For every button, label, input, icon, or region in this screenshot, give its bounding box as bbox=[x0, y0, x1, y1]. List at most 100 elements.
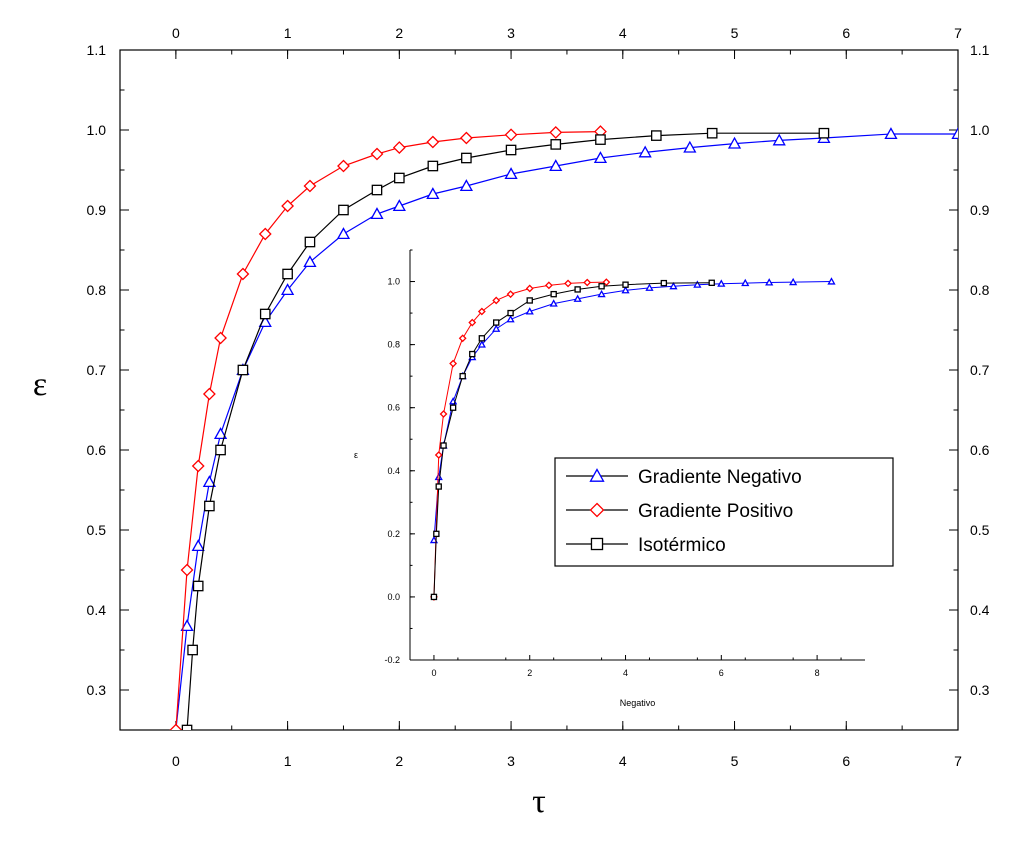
main-data-point bbox=[204, 500, 215, 512]
main-x-tick-label: 0 bbox=[172, 753, 180, 769]
inset-data-point bbox=[506, 290, 515, 299]
inset-x-axis-title: Negativo bbox=[620, 698, 656, 708]
main-data-point bbox=[304, 236, 316, 248]
inset-series-line bbox=[433, 281, 832, 541]
main-y-axis-title: ε bbox=[33, 366, 47, 403]
inset-data-point bbox=[708, 279, 715, 286]
inset-data-point bbox=[789, 277, 798, 286]
inset-data-point bbox=[598, 283, 605, 290]
legend-label: Isotérmico bbox=[638, 535, 726, 556]
main-data-point bbox=[392, 141, 406, 155]
main-right-y-tick-label: 1.1 bbox=[970, 42, 990, 58]
main-data-point bbox=[392, 199, 406, 212]
main-data-point bbox=[191, 539, 205, 552]
main-y-tick-label: 0.9 bbox=[87, 202, 107, 218]
inset-x-tick-label: 4 bbox=[623, 668, 628, 678]
inset-data-point bbox=[645, 283, 654, 291]
main-data-point bbox=[593, 151, 608, 164]
main-x-tick-label: 7 bbox=[954, 753, 962, 769]
inset-data-point bbox=[449, 404, 457, 411]
inset-data-point bbox=[583, 278, 592, 287]
main-data-point bbox=[504, 128, 518, 142]
main-x-tick-label: 6 bbox=[842, 753, 850, 769]
main-data-point bbox=[303, 255, 317, 268]
main-data-point bbox=[258, 227, 272, 241]
main-right-y-tick-label: 0.3 bbox=[970, 682, 990, 698]
inset-y-tick-label: -0.2 bbox=[384, 655, 400, 665]
main-top-x-tick-label: 4 bbox=[619, 25, 627, 41]
main-right-y-tick-label: 0.7 bbox=[970, 362, 990, 378]
inset-data-point bbox=[717, 279, 726, 287]
main-right-y-tick-label: 0.6 bbox=[970, 442, 990, 458]
main-data-point bbox=[550, 139, 562, 150]
main-right-y-tick-label: 0.4 bbox=[970, 602, 990, 618]
inset-data-point bbox=[433, 530, 440, 538]
inset-data-point bbox=[549, 299, 558, 307]
inset-x-tick-label: 2 bbox=[527, 668, 532, 678]
inset-data-point bbox=[693, 280, 702, 288]
main-y-tick-label: 1.0 bbox=[87, 122, 107, 138]
main-data-point bbox=[951, 127, 958, 140]
inset-data-point bbox=[550, 290, 557, 298]
main-top-x-tick-label: 1 bbox=[284, 25, 292, 41]
main-data-point bbox=[213, 427, 228, 440]
main-data-point bbox=[683, 140, 697, 153]
legend-marker bbox=[590, 537, 604, 551]
main-data-point bbox=[236, 267, 250, 281]
main-data-point bbox=[259, 308, 271, 320]
main-data-point bbox=[549, 125, 563, 139]
inset-data-point bbox=[573, 294, 582, 302]
legend-item: Isotérmico bbox=[566, 535, 726, 556]
main-data-point bbox=[370, 207, 384, 220]
inset-y-tick-label: 0.0 bbox=[387, 592, 400, 602]
inset-data-point bbox=[669, 281, 678, 290]
main-data-point bbox=[202, 475, 216, 488]
main-data-point bbox=[459, 179, 473, 192]
inset-data-point bbox=[507, 309, 514, 317]
inset-data-point bbox=[434, 451, 443, 459]
main-top-x-tick-label: 0 bbox=[172, 25, 180, 41]
main-y-tick-label: 0.3 bbox=[87, 682, 107, 698]
main-x-tick-label: 4 bbox=[619, 753, 627, 769]
main-data-point bbox=[818, 127, 830, 139]
inset-data-point bbox=[492, 296, 501, 305]
main-data-point bbox=[336, 227, 351, 240]
main-top-x-tick-label: 3 bbox=[507, 25, 515, 41]
main-right-y-tick-label: 0.5 bbox=[970, 522, 990, 538]
legend: Gradiente Negativo Gradiente Positivo Isot… bbox=[554, 457, 894, 567]
inset-series-1 bbox=[430, 278, 611, 601]
inset-data-point bbox=[564, 279, 572, 288]
inset-y-tick-label: 1.0 bbox=[387, 277, 400, 287]
main-right-y-tick-label: 0.8 bbox=[970, 282, 990, 298]
legend-marker bbox=[589, 502, 605, 518]
inset-data-point bbox=[493, 319, 500, 326]
inset-data-point bbox=[477, 340, 486, 348]
inset-data-point bbox=[827, 277, 836, 285]
main-series-1 bbox=[169, 125, 607, 730]
inset-x-tick-label: 8 bbox=[815, 668, 820, 678]
main-x-tick-label: 3 bbox=[507, 753, 515, 769]
inset-data-point bbox=[597, 289, 606, 298]
inset-y-tick-label: 0.4 bbox=[387, 466, 400, 476]
inset-data-point bbox=[544, 281, 553, 290]
inset-data-point bbox=[525, 307, 534, 315]
main-data-point bbox=[303, 179, 317, 193]
main-data-point bbox=[180, 619, 194, 632]
inset-data-point bbox=[458, 334, 467, 343]
inset-data-point bbox=[469, 350, 476, 358]
main-data-point bbox=[181, 724, 193, 730]
inset-data-point bbox=[622, 281, 629, 288]
inset-y-tick-label: 0.8 bbox=[387, 340, 400, 350]
inset-data-point bbox=[660, 279, 668, 287]
legend-item: Gradiente Negativo bbox=[566, 467, 802, 488]
main-data-point bbox=[427, 160, 439, 172]
inset-y-tick-label: 0.2 bbox=[387, 529, 400, 539]
inset-data-point bbox=[478, 335, 486, 342]
inset-data-point bbox=[492, 324, 501, 332]
main-y-tick-label: 0.8 bbox=[87, 282, 107, 298]
main-data-point bbox=[706, 127, 718, 139]
main-data-point bbox=[180, 563, 194, 577]
legend-label: Gradiente Positivo bbox=[638, 501, 793, 522]
legend-label: Gradiente Negativo bbox=[638, 467, 802, 488]
